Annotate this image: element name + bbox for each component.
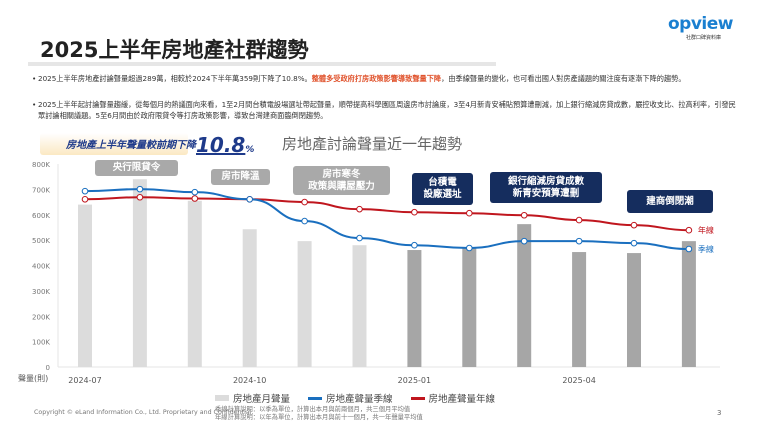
x-tick-label: 2024-10: [233, 376, 266, 385]
y-tick-label: 400K: [32, 263, 50, 271]
seasonal-point-2024-11: [301, 217, 308, 225]
seasonal-point-2025-02: [466, 244, 473, 252]
annotation-market-winter: 房市寒冬 政策與購屋壓力: [293, 166, 390, 195]
x-tick-label: 2024-07: [68, 376, 101, 385]
annual-end-label: 年線: [698, 225, 714, 235]
bar-2024-10: [242, 229, 257, 367]
seasonal-point-2024-07: [81, 187, 89, 195]
seasonal-point-2024-12: [356, 234, 363, 242]
logo-text: opview: [668, 14, 734, 34]
y-tick-label: 300K: [32, 288, 50, 296]
y-tick-label: 0: [46, 364, 50, 372]
annual-point-2024-08: [136, 193, 144, 201]
bar-2024-09: [187, 200, 202, 367]
annual-point-2025-05: [630, 221, 638, 229]
seasonal-end-label: 季線: [698, 244, 714, 254]
y-tick-label: 100K: [32, 339, 50, 347]
annotation-central-bank: 央行限貸令: [95, 160, 178, 176]
legend-seasonal: 房地產聲量季線: [308, 391, 393, 405]
legend-annual: 房地產聲量年線: [410, 391, 495, 405]
annual-point-2024-07: [81, 195, 89, 203]
annotation-tsmc: 台積電 設廠選址: [412, 173, 473, 205]
seasonal-point-2024-08: [136, 185, 144, 193]
x-tick-label: 2025-01: [398, 376, 431, 385]
bar-2025-05: [627, 253, 641, 367]
seasonal-point-2025-03: [520, 237, 528, 245]
bullet-2: • 2025上半年起討論聲量趨緩，從每個月的熱議面向來看，1至2月間台積電設場選址…: [32, 100, 736, 120]
title-divider: [28, 62, 496, 66]
banner-value: 10.8: [196, 133, 246, 157]
annual-point-2025-06: [685, 226, 693, 234]
seasonal-point-2024-09: [191, 188, 199, 196]
bar-2025-06: [681, 241, 696, 367]
annotation-builder-bankruptcy: 建商倒閉潮: [627, 190, 713, 213]
bar-2024-11: [297, 241, 312, 367]
bar-2025-03: [517, 224, 532, 367]
y-axis-label: 聲量(則): [18, 374, 48, 383]
copyright: Copyright © eLand Information Co., Ltd. …: [34, 409, 254, 416]
decline-banner: 房地產上半年聲量較前期下降10.8%: [40, 133, 254, 157]
bar-2025-04: [572, 252, 587, 367]
opview-logo: opview 社群口碑資料庫: [668, 14, 734, 41]
bar-2024-07: [78, 204, 92, 367]
bar-2024-12: [352, 245, 367, 367]
banner-text: 房地產上半年聲量較前期下降: [66, 140, 196, 151]
y-tick-label: 500K: [32, 237, 50, 245]
page-number: 3: [717, 409, 722, 417]
chart-title: 房地產討論聲量近一年趨勢: [282, 135, 463, 153]
bar-2024-08: [132, 179, 147, 367]
legend-monthly: 房地產月聲量: [215, 391, 290, 405]
x-tick-label: 2025-04: [562, 376, 595, 385]
logo-subtitle: 社群口碑資料庫: [686, 35, 722, 41]
annotation-market-cooling: 房市降溫: [211, 169, 270, 185]
seasonal-point-2025-05: [630, 239, 638, 247]
annual-point-2025-01: [411, 208, 418, 216]
annual-point-2024-11: [301, 198, 308, 206]
seasonal-point-2025-06: [685, 245, 693, 253]
bar-2025-02: [462, 247, 477, 367]
y-tick-label: 200K: [32, 313, 50, 321]
annual-point-2024-09: [191, 195, 199, 202]
annotation-bank-loans: 銀行縮減房貸成數 新青安預算遭刪: [490, 172, 602, 203]
annual-line: [84, 196, 689, 232]
chart-legend: 房地產月聲量 房地產聲量季線 房地產聲量年線: [215, 391, 495, 405]
calc-notes: 季線計算說明：以季為單位，計算出本月與前兩個月，共三個月平均值 年線計算說明：以年…: [215, 406, 423, 421]
seasonal-point-2024-10: [246, 195, 253, 203]
y-tick-label: 700K: [32, 186, 50, 194]
bar-2025-01: [407, 250, 422, 367]
seasonal-point-2025-01: [411, 241, 418, 249]
y-tick-label: 800K: [32, 161, 50, 169]
annual-point-2025-04: [575, 216, 583, 224]
page-title: 2025上半年房地產社群趨勢: [40, 38, 309, 62]
annual-point-2025-03: [520, 211, 528, 219]
seasonal-point-2025-04: [575, 237, 583, 245]
banner-unit: %: [245, 145, 255, 155]
annual-point-2024-12: [356, 205, 363, 213]
y-tick-label: 600K: [32, 212, 50, 220]
bullet-1: • 2025上半年房地產討論聲量超過289萬，相較於2024下半年萬359則下降了…: [32, 74, 686, 83]
annual-point-2025-02: [466, 209, 473, 217]
